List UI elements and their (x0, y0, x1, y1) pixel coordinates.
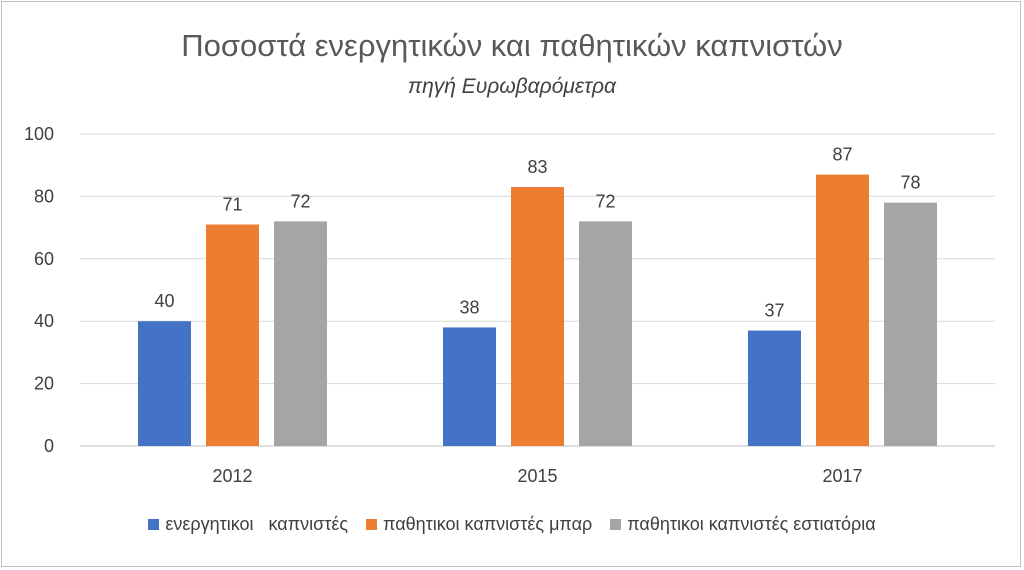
bar-2015-series-0 (443, 327, 496, 446)
x-tick-label: 2012 (212, 466, 252, 486)
data-label: 72 (290, 191, 310, 211)
legend-label-passive-restaurants: παθητικοι καπνιστές εστιατόρια (627, 514, 876, 534)
legend-label-active-smokers: ενεργητικοι καπνιστές (165, 514, 349, 534)
bar-2015-series-1 (511, 187, 564, 447)
bar-2017-series-0 (748, 330, 801, 446)
legend-item-active-smokers: ενεργητικοι καπνιστές (148, 514, 348, 535)
chart-subtitle: πηγή Ευρωβαρόμετρα (408, 75, 616, 98)
bar-2017-series-1 (816, 174, 869, 446)
legend-label-passive-bars: παθητικοι καπνιστές μπαρ (383, 514, 593, 534)
bar-2012-series-2 (274, 221, 327, 446)
data-label: 40 (154, 291, 174, 311)
x-tick-label: 2017 (822, 466, 862, 486)
y-tick-label: 0 (44, 436, 54, 456)
y-tick-label: 80 (34, 186, 54, 206)
legend-swatch-passive-restaurants (610, 519, 622, 530)
bar-2015-series-2 (579, 221, 632, 446)
bar-2012-series-0 (138, 321, 191, 446)
y-tick-label: 100 (24, 124, 54, 144)
x-tick-label: 2015 (517, 466, 557, 486)
legend: ενεργητικοι καπνιστές παθητικοι καπνιστέ… (2, 514, 1022, 535)
legend-swatch-passive-bars (366, 519, 378, 530)
y-tick-label: 40 (34, 311, 54, 331)
legend-swatch-active-smokers (148, 519, 160, 530)
y-tick-label: 20 (34, 374, 54, 394)
bar-2012-series-1 (206, 224, 259, 446)
chart-title: Ποσοστά ενεργητικών και παθητικών καπνισ… (181, 28, 843, 63)
data-label: 71 (222, 194, 242, 214)
data-label: 78 (900, 173, 920, 193)
data-label: 37 (764, 301, 784, 321)
data-label: 72 (595, 191, 615, 211)
data-label: 38 (459, 297, 479, 317)
data-label: 87 (832, 145, 852, 165)
legend-item-passive-restaurants: παθητικοι καπνιστές εστιατόρια (610, 514, 876, 535)
data-label: 83 (527, 157, 547, 177)
legend-item-passive-bars: παθητικοι καπνιστές μπαρ (366, 514, 592, 535)
y-tick-label: 60 (34, 249, 54, 269)
bar-2017-series-2 (884, 202, 937, 446)
